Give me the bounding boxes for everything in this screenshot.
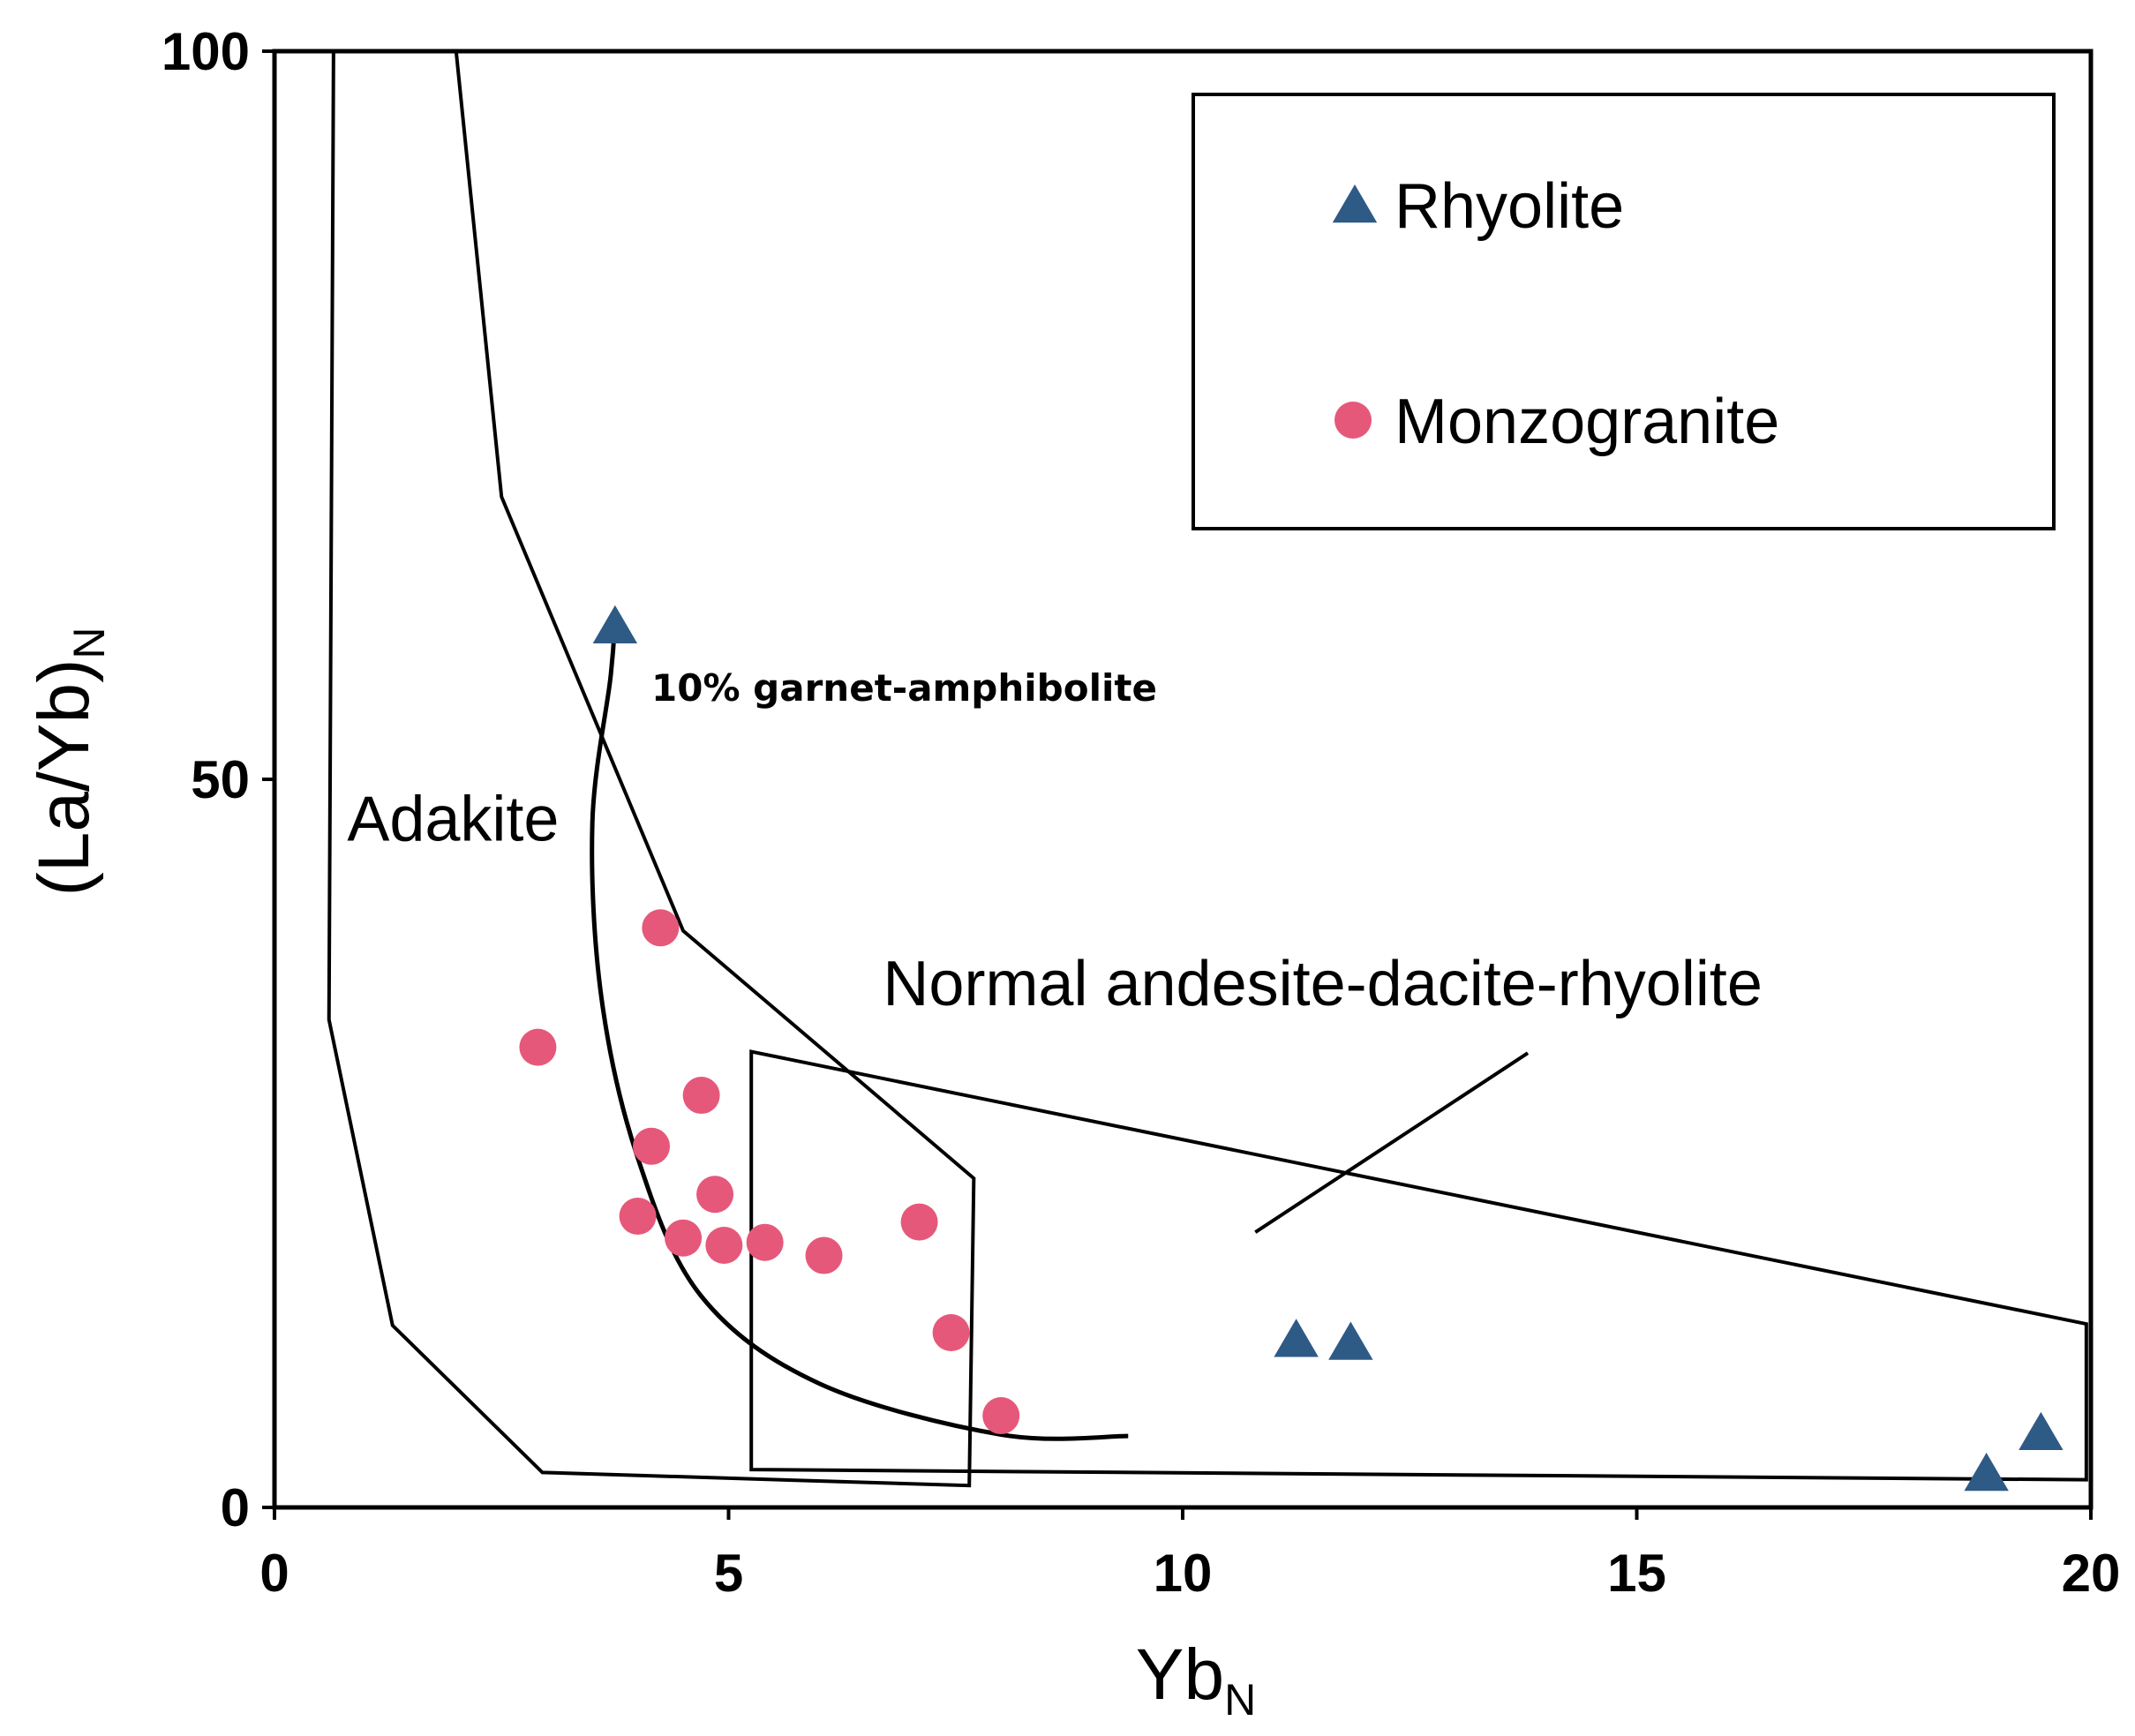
- rhyolite-point-2: [1328, 1321, 1373, 1360]
- monzogranite-point-10: [900, 1203, 938, 1241]
- y-axis-title-subscript: N: [64, 627, 114, 658]
- x-tick-label-15: 15: [1607, 1544, 1666, 1603]
- monzogranite-point-1: [519, 1028, 557, 1066]
- rhyolite-point-3: [1964, 1453, 2009, 1492]
- monzogranite-point-0: [642, 909, 680, 947]
- x-tick-label-0: 0: [259, 1544, 289, 1603]
- monzogranite-point-5: [619, 1198, 657, 1235]
- monzogranite-point-12: [982, 1397, 1020, 1435]
- rhyolite-point-1: [1274, 1319, 1319, 1357]
- adakite-field-outline: [327, 49, 976, 1488]
- x-tick-label-20: 20: [2062, 1544, 2121, 1603]
- monzogranite-point-2: [682, 1077, 720, 1115]
- curve-label-garnet-amphibolite: 10% garnet-amphibolite: [651, 666, 1157, 710]
- field-outlines: [327, 49, 2088, 1488]
- legend-box: [1192, 93, 2056, 530]
- monzogranite-point-4: [696, 1176, 734, 1214]
- garnet-amphibolite-melting-curve: [590, 619, 1129, 1441]
- region-label-adakite: Adakite: [347, 784, 559, 854]
- legend: Rhyolite Monzogranite: [1192, 93, 2056, 530]
- melting-curve-group: [590, 612, 1129, 1441]
- rhyolite-point-4: [2018, 1411, 2064, 1451]
- legend-label-rhyolite: Rhyolite: [1395, 171, 1624, 242]
- region-label-normal-andesite-dacite-rhyolite: Normal andesite-dacite-rhyolite: [883, 949, 1762, 1019]
- legend-marker-rhyolite: [1332, 184, 1378, 223]
- region-leader-line: [1254, 1051, 1530, 1234]
- monzogranite-point-3: [633, 1127, 671, 1165]
- y-tick-label-50: 50: [191, 750, 250, 809]
- y-tick-label-100: 100: [162, 22, 250, 81]
- y-axis-title-main: (La/Yb): [24, 659, 104, 897]
- x-tick-label-5: 5: [714, 1544, 743, 1603]
- legend-marker-monzogranite: [1334, 402, 1372, 439]
- monzogranite-point-11: [932, 1314, 970, 1351]
- data-points: [519, 605, 2064, 1492]
- y-tick-label-0: 0: [221, 1478, 250, 1537]
- y-axis-title: (La/Yb)N: [24, 627, 114, 896]
- x-tick-label-10: 10: [1154, 1544, 1213, 1603]
- monzogranite-point-8: [746, 1223, 784, 1261]
- x-axis-title: YbN: [1136, 1635, 1256, 1725]
- monzogranite-point-9: [805, 1236, 843, 1274]
- axes: 0 5 10 15 20 0 50 100: [162, 22, 2120, 1603]
- rhyolite-point-0: [592, 605, 638, 643]
- monzogranite-point-7: [705, 1227, 743, 1264]
- normal-andesite-field-outline: [749, 1049, 2088, 1482]
- monzogranite-point-6: [665, 1219, 703, 1257]
- x-axis-title-subscript: N: [1224, 1675, 1256, 1725]
- x-axis-title-main: Yb: [1136, 1635, 1224, 1715]
- legend-label-monzogranite: Monzogranite: [1395, 387, 1779, 457]
